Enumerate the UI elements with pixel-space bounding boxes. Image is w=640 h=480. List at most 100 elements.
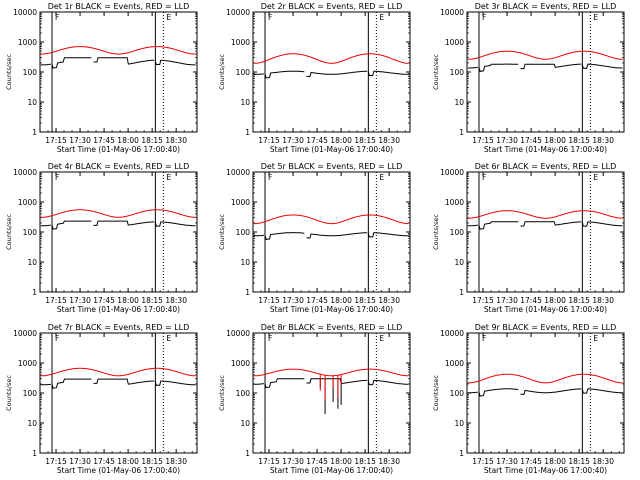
y-tick-label: 100 [23, 68, 38, 77]
y-tick-label: 10000 [13, 168, 37, 177]
x-tick-label: 18:30 [165, 136, 187, 145]
events-rate-line [581, 63, 623, 69]
x-tick-label: 18:15 [141, 136, 163, 145]
x-tick-label: 17:30 [496, 136, 518, 145]
events-rate-line [154, 380, 196, 386]
events-rate-line [40, 63, 51, 66]
y-axis-label: Counts/sec [218, 214, 226, 250]
y-tick-label: 10000 [13, 8, 37, 17]
chart-panel-5: Det 5r BLACK = Events, RED = LLD 1 10 100 10… [218, 162, 411, 314]
events-rate-line [467, 66, 478, 69]
x-tick-label: 17:30 [282, 457, 304, 466]
x-tick-label: 17:15 [45, 296, 67, 305]
x-tick-label: 17:45 [520, 296, 542, 305]
flag-label: E [379, 13, 384, 22]
events-rate-line [367, 70, 409, 76]
chart-title: Det 6r BLACK = Events, RED = LLD [475, 162, 617, 171]
lld-rate-line [467, 50, 623, 60]
events-rate-line [264, 378, 305, 389]
events-rate-line [520, 63, 582, 70]
y-tick-label: 1 [32, 128, 37, 137]
x-tick-label: 18:00 [544, 457, 566, 466]
chart-title: Det 8r BLACK = Events, RED = LLD [261, 323, 403, 332]
y-tick-label: 10000 [440, 8, 464, 17]
events-rate-line [93, 220, 155, 226]
flag-label: F [268, 13, 272, 22]
plot-frame [252, 171, 411, 293]
x-tick-label: 17:45 [306, 457, 328, 466]
events-rate-line [253, 383, 264, 385]
y-tick-label: 10 [27, 98, 37, 107]
events-rate-line [40, 383, 51, 386]
y-tick-label: 1 [32, 288, 37, 297]
events-rate-line [367, 232, 409, 238]
y-tick-label: 10000 [226, 8, 250, 17]
x-tick-label: 18:15 [141, 296, 163, 305]
y-tick-label: 10 [454, 258, 464, 267]
y-tick-label: 10 [454, 419, 464, 428]
x-axis-label: Start Time (01-May-06 17:00:40) [270, 145, 393, 154]
x-tick-label: 18:30 [165, 296, 187, 305]
plot-frame [39, 11, 198, 133]
events-rate-line [264, 70, 305, 79]
x-axis-label: Start Time (01-May-06 17:00:40) [484, 466, 607, 475]
chart-title: Det 2r BLACK = Events, RED = LLD [261, 2, 403, 11]
events-rate-line [478, 221, 519, 230]
y-tick-label: 10 [240, 98, 250, 107]
chart-panel-9: Det 9r BLACK = Events, RED = LLD 1 10 100 10… [432, 323, 625, 475]
x-axis-label: Start Time (01-May-06 17:00:40) [270, 305, 393, 314]
flag-label: F [55, 334, 59, 343]
chart-panel-7: Det 7r BLACK = Events, RED = LLD 1 10 100 10… [5, 323, 198, 475]
flag-label: F [482, 173, 486, 182]
chart-title: Det 3r BLACK = Events, RED = LLD [475, 2, 617, 11]
x-tick-label: 17:45 [520, 457, 542, 466]
x-tick-label: 18:00 [330, 136, 352, 145]
x-tick-label: 17:45 [306, 296, 328, 305]
y-tick-label: 1000 [18, 198, 37, 207]
plot-frame [252, 332, 411, 454]
chart-panel-6: Det 6r BLACK = Events, RED = LLD 1 10 100 10… [432, 162, 625, 314]
events-rate-line [520, 221, 582, 227]
events-rate-line [478, 388, 519, 397]
x-tick-label: 17:15 [472, 296, 494, 305]
y-tick-label: 1000 [445, 38, 464, 47]
events-rate-line [478, 63, 519, 72]
y-tick-label: 10 [240, 419, 250, 428]
events-rate-line [51, 378, 92, 389]
y-tick-label: 1 [459, 288, 464, 297]
x-tick-label: 18:15 [568, 136, 590, 145]
y-tick-label: 1000 [231, 38, 250, 47]
x-tick-label: 17:15 [258, 296, 280, 305]
x-tick-label: 18:30 [592, 136, 614, 145]
x-tick-label: 18:00 [117, 296, 139, 305]
x-tick-label: 17:30 [69, 296, 91, 305]
chart-panel-8: Det 8r BLACK = Events, RED = LLD 1 10 100 10… [218, 323, 411, 475]
events-rate-line [51, 57, 92, 69]
events-rate-line [306, 232, 368, 239]
x-tick-label: 18:00 [544, 136, 566, 145]
lld-rate-line [253, 53, 409, 64]
x-axis-label: Start Time (01-May-06 17:00:40) [57, 145, 180, 154]
y-tick-label: 100 [450, 68, 465, 77]
x-tick-label: 18:15 [354, 296, 376, 305]
y-tick-label: 10000 [226, 329, 250, 338]
flag-label: F [268, 173, 272, 182]
x-tick-label: 18:15 [354, 136, 376, 145]
y-tick-label: 10000 [226, 168, 250, 177]
y-tick-label: 1 [459, 449, 464, 458]
x-tick-label: 18:30 [592, 457, 614, 466]
y-tick-label: 10000 [440, 329, 464, 338]
lld-rate-line [467, 210, 623, 219]
y-tick-label: 1 [459, 128, 464, 137]
y-tick-label: 1000 [445, 198, 464, 207]
y-tick-label: 100 [23, 389, 38, 398]
chart-title: Det 9r BLACK = Events, RED = LLD [475, 323, 617, 332]
flag-label: E [166, 13, 171, 22]
events-rate-line [467, 224, 478, 227]
y-tick-label: 1 [245, 128, 250, 137]
x-tick-label: 18:15 [568, 296, 590, 305]
y-tick-label: 1 [245, 449, 250, 458]
lld-rate-line [467, 373, 623, 384]
x-axis-label: Start Time (01-May-06 17:00:40) [484, 145, 607, 154]
